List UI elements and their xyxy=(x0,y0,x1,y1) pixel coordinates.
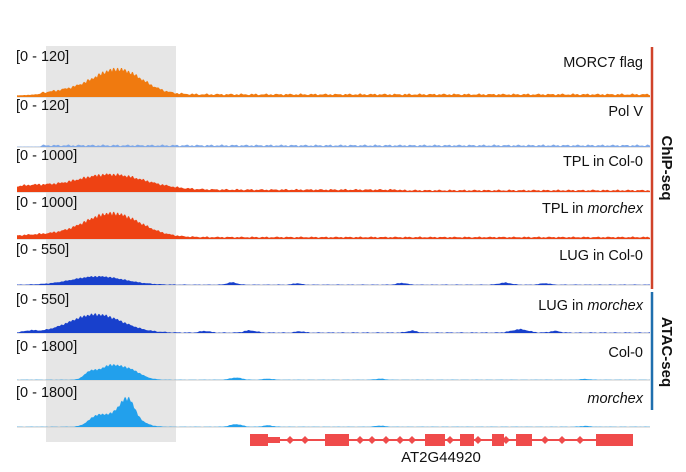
signal-area xyxy=(17,144,650,147)
atac-seq-label: ATAC-seq xyxy=(658,317,675,387)
track-name: morchex xyxy=(587,391,643,407)
track-5: [0 - 550] LUG in Col-0 xyxy=(16,242,650,286)
gene-model xyxy=(250,434,633,446)
track-name: TPL in Col-0 xyxy=(563,154,643,170)
signal-area xyxy=(17,173,650,192)
track-range: [0 - 1000] xyxy=(16,195,77,211)
strand-marker xyxy=(301,436,309,444)
track-1: [0 - 120] MORC7 flag xyxy=(16,49,650,98)
gene-exon xyxy=(492,434,504,446)
track-name: Pol V xyxy=(608,104,643,120)
gene-exon xyxy=(596,434,633,446)
track-8: [0 - 1800] morchex xyxy=(16,385,650,428)
strand-marker xyxy=(474,436,482,444)
track-range: [0 - 550] xyxy=(16,242,69,258)
track-2: [0 - 120] Pol V xyxy=(16,98,650,148)
track-7: [0 - 1800] Col-0 xyxy=(16,339,650,381)
track-range: [0 - 1800] xyxy=(16,385,77,401)
track-name: LUG in Col-0 xyxy=(559,248,643,264)
track-range: [0 - 1000] xyxy=(16,148,77,164)
track-name: MORC7 flag xyxy=(563,55,643,71)
signal-area xyxy=(17,67,650,97)
gene-exon xyxy=(250,434,268,446)
track-4: [0 - 1000] TPL in morchex xyxy=(16,195,650,240)
gene-exon xyxy=(425,434,445,446)
strand-marker xyxy=(396,436,404,444)
track-6: [0 - 550] LUG in morchex xyxy=(16,292,650,334)
track-3: [0 - 1000] TPL in Col-0 xyxy=(16,148,650,193)
track-range: [0 - 550] xyxy=(16,292,69,308)
strand-marker xyxy=(286,436,294,444)
strand-marker xyxy=(408,436,416,444)
signal-area xyxy=(17,364,650,380)
gene-exon xyxy=(516,434,532,446)
track-name: Col-0 xyxy=(608,345,643,361)
strand-marker xyxy=(558,436,566,444)
strand-marker xyxy=(541,436,549,444)
track-name: LUG in morchex xyxy=(538,298,644,314)
strand-marker xyxy=(356,436,364,444)
gene-exon xyxy=(460,434,474,446)
strand-marker xyxy=(502,436,510,444)
strand-marker xyxy=(446,436,454,444)
signal-area xyxy=(17,211,650,239)
track-name: TPL in morchex xyxy=(542,201,644,217)
gene-exon xyxy=(268,437,280,443)
signal-area xyxy=(17,313,650,333)
track-range: [0 - 120] xyxy=(16,98,69,114)
strand-marker xyxy=(368,436,376,444)
strand-marker xyxy=(382,436,390,444)
chip-seq-label: ChIP-seq xyxy=(658,135,675,200)
gene-exon xyxy=(339,437,349,443)
track-range: [0 - 120] xyxy=(16,49,69,65)
signal-area xyxy=(17,275,650,285)
gene-name: AT2G44920 xyxy=(401,449,481,466)
strand-marker xyxy=(576,436,584,444)
track-range: [0 - 1800] xyxy=(16,339,77,355)
